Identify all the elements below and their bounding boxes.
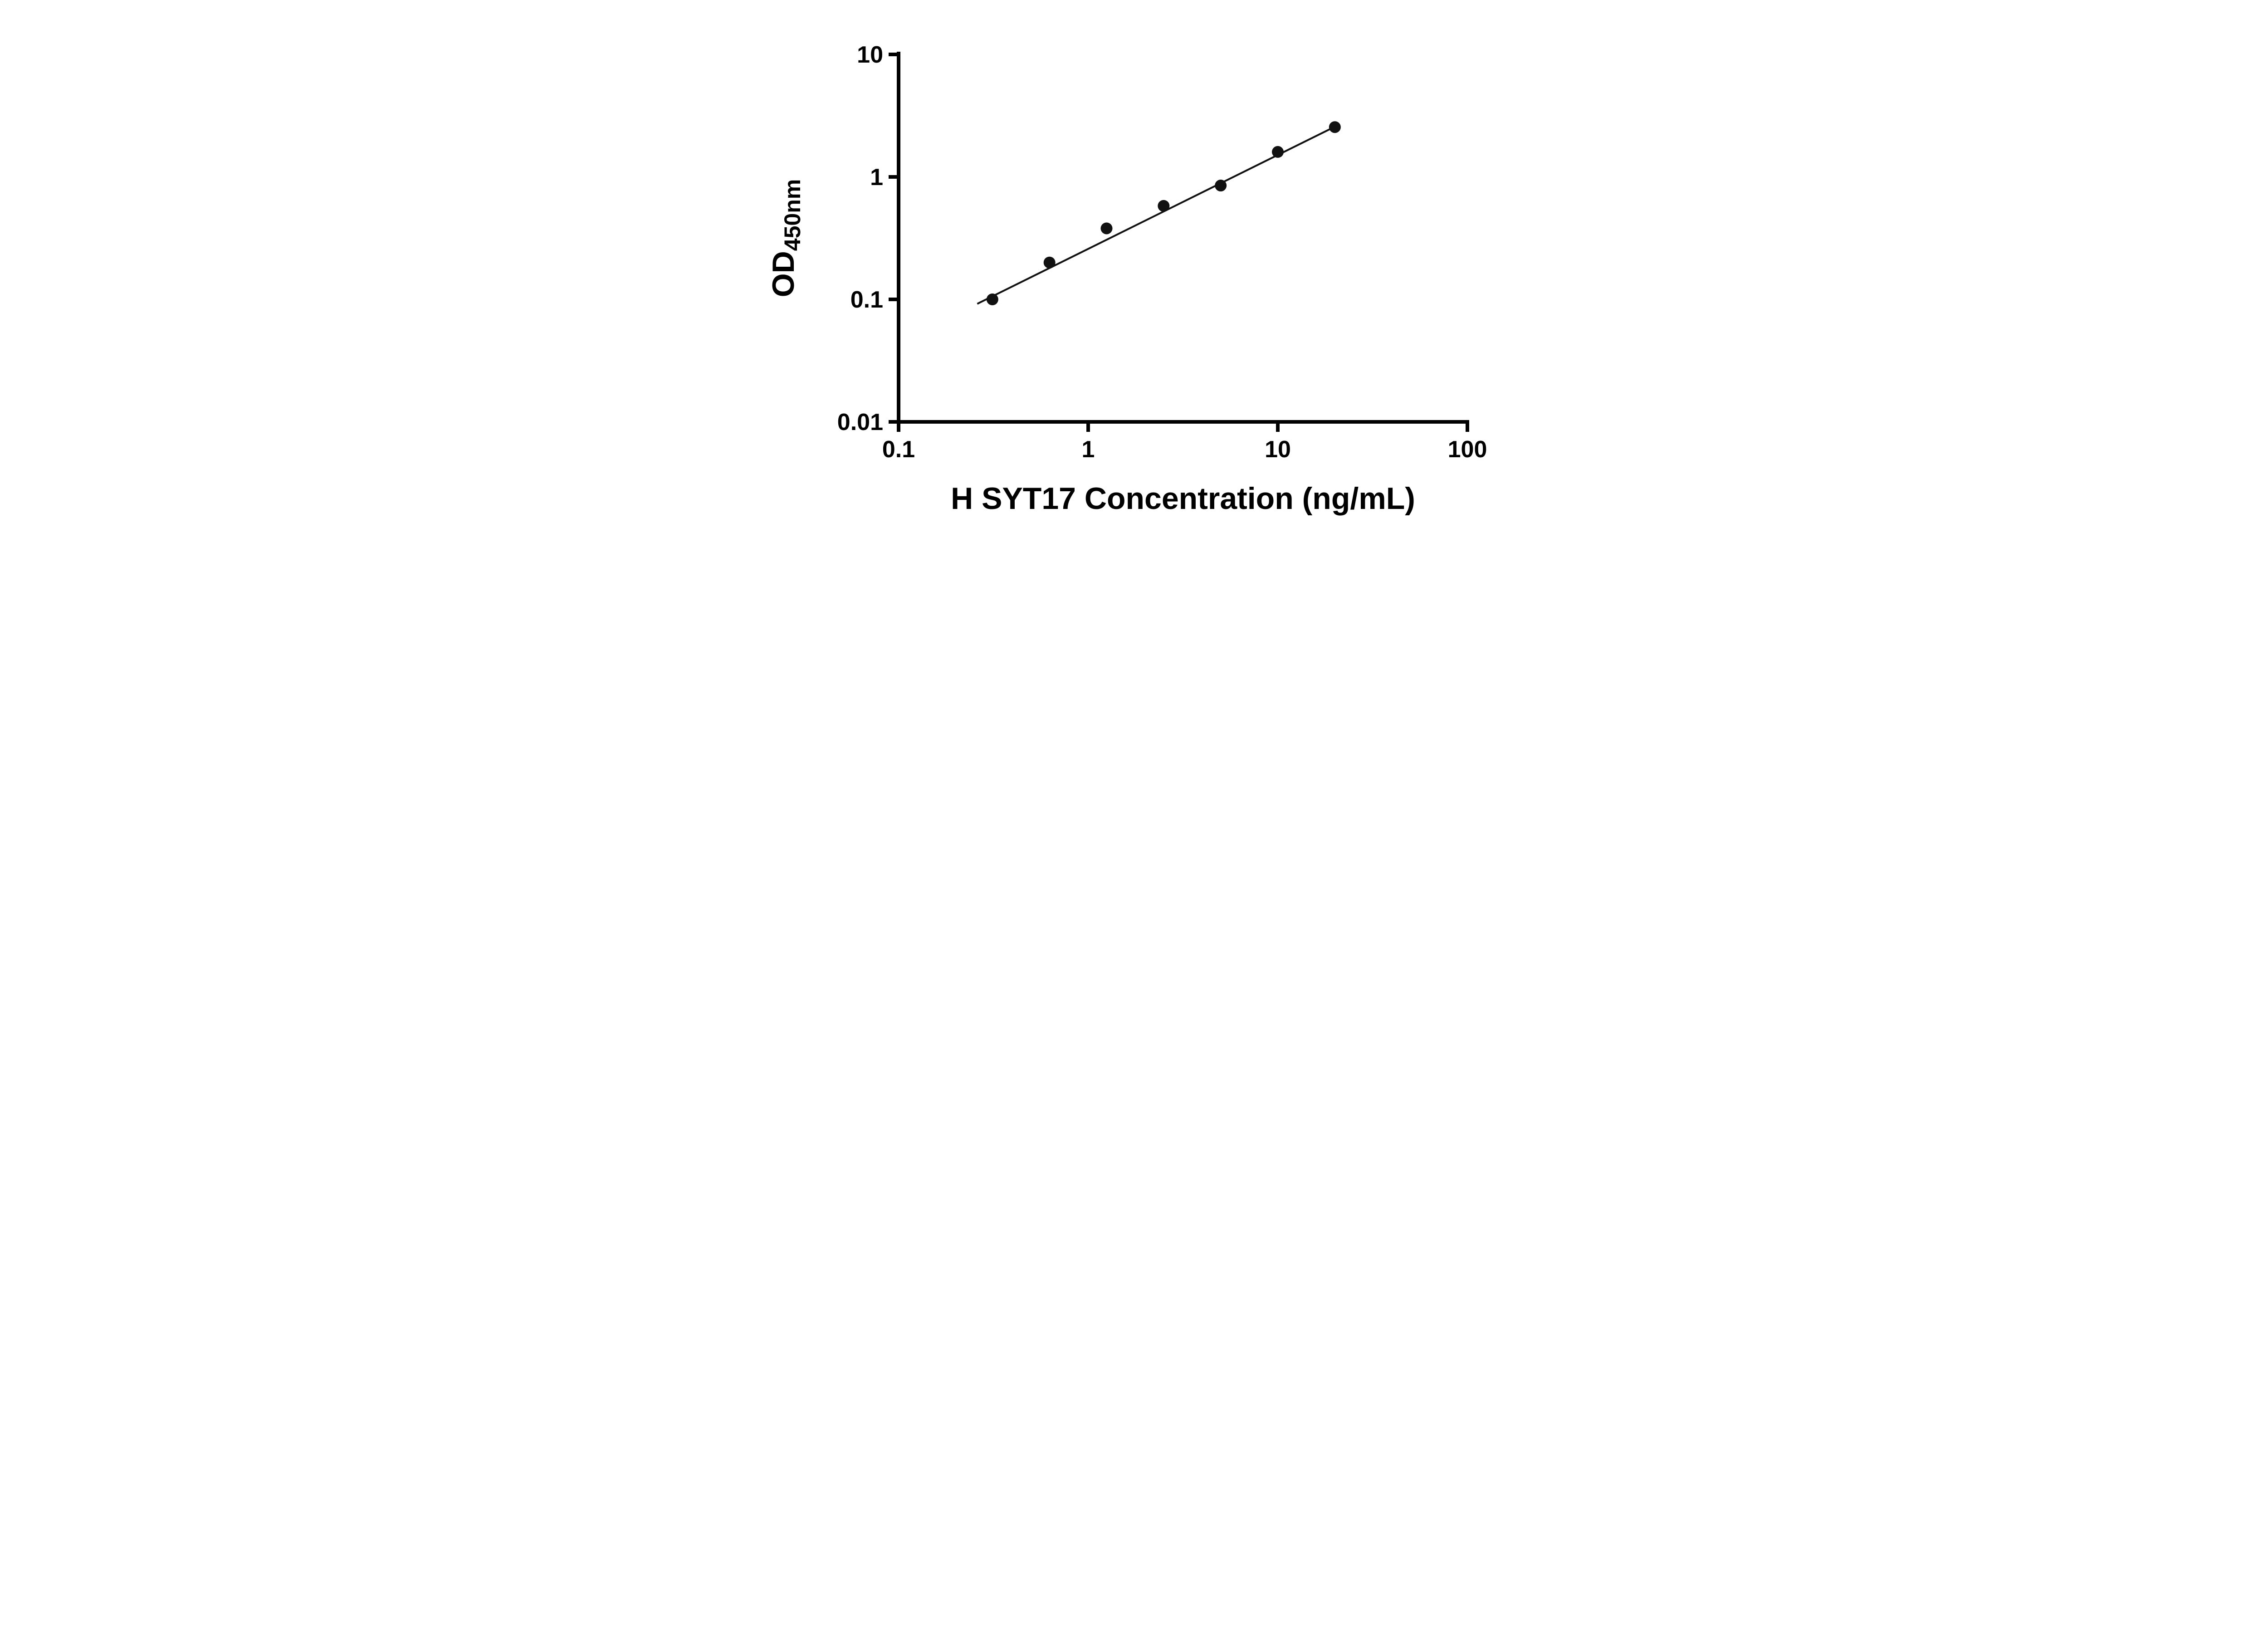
y-axis-title: OD450nm xyxy=(766,179,805,297)
y-axis-title-main: OD xyxy=(766,251,801,297)
y-tick-label: 10 xyxy=(857,42,883,68)
x-tick-label: 10 xyxy=(1265,436,1291,463)
data-point xyxy=(1100,222,1113,235)
data-point xyxy=(1158,200,1170,212)
data-point xyxy=(1329,121,1341,133)
x-tick-label: 1 xyxy=(1082,436,1095,463)
standard-curve-figure: 0.1 1 10 100 0.01 0.1 1 10 H SYT17 Concentratio… xyxy=(746,0,1522,544)
data-point xyxy=(1043,256,1056,269)
data-point xyxy=(1215,180,1227,192)
x-tick-label: 100 xyxy=(1448,436,1487,463)
data-point xyxy=(986,293,998,305)
y-tick-label: 1 xyxy=(870,164,883,191)
x-axis-title: H SYT17 Concentration (ng/mL) xyxy=(951,481,1415,516)
y-tick-label: 0.01 xyxy=(837,409,883,435)
x-tick-label: 0.1 xyxy=(882,436,915,463)
y-tick-label: 0.1 xyxy=(850,287,883,313)
data-point xyxy=(1272,146,1284,158)
y-axis-title-subscript: 450nm xyxy=(780,179,805,251)
